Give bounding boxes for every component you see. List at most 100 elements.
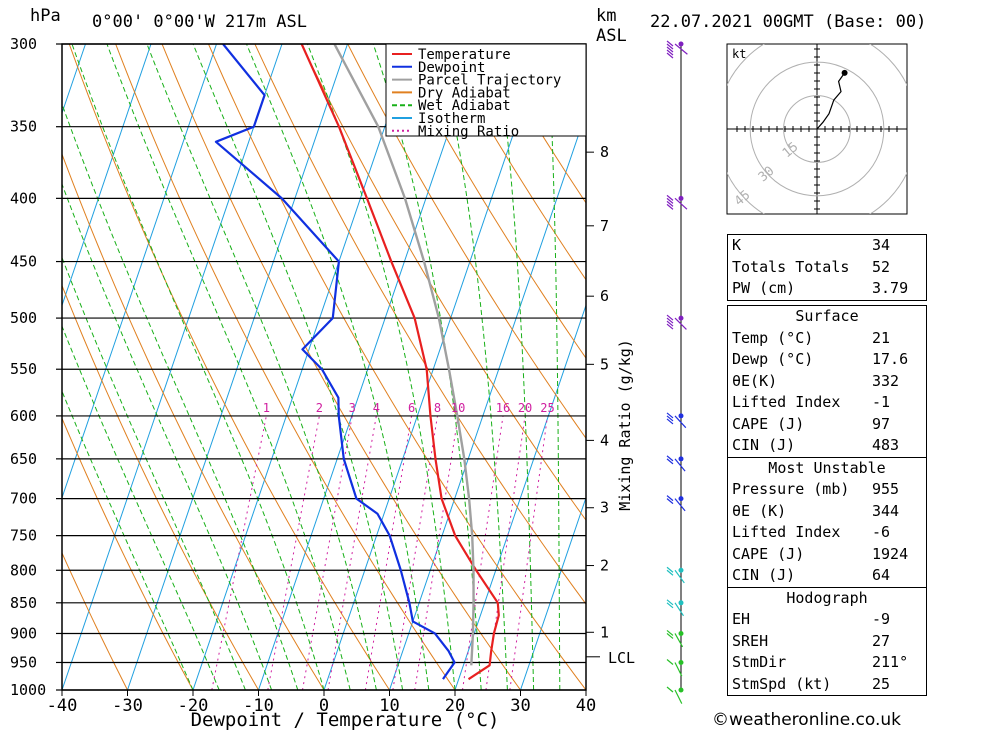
temperature-tick-label: 40	[576, 696, 596, 716]
stmspd-row: StmSpd (kt) 25	[732, 674, 891, 693]
legend-box	[385, 43, 587, 137]
temperature-tick-label: -10	[243, 696, 274, 716]
wet-adiabat-line	[71, 44, 325, 690]
wet-adiabat-line	[437, 44, 508, 690]
temperature-tick-label: -30	[112, 696, 143, 716]
wind-barb-flag	[666, 46, 674, 53]
mixing-ratio-tick-label: 2	[316, 401, 323, 415]
temperature-series-line	[300, 44, 500, 681]
isotherm-line	[258, 44, 479, 690]
wind-barb-flag	[666, 630, 674, 636]
wind-barb-flag	[666, 633, 674, 639]
mu-pressure-row: Pressure (mb) 955	[732, 480, 900, 498]
temperature-tick-label: 10	[379, 696, 399, 716]
km-tick-label: 1	[600, 623, 609, 641]
hpa-unit-label: hPa	[30, 6, 61, 26]
pressure-tick-label: 600	[10, 407, 37, 425]
mu-thetae-row: θE (K) 344	[732, 501, 900, 520]
legend-label: Isotherm	[418, 111, 485, 127]
wind-barb-flag	[666, 412, 674, 419]
pressure-tick-label: 500	[10, 309, 37, 327]
legend-label: Wet Adiabat	[418, 98, 511, 114]
mixing-ratio-tick-label: 4	[373, 401, 380, 415]
wind-level-dot	[678, 687, 684, 693]
wind-barb-flag	[666, 40, 674, 47]
wind-barb-flag	[666, 569, 674, 576]
surface-temp-row: Temp (°C) 21	[732, 328, 891, 347]
surface-thetae-row: θE(K) 332	[732, 371, 900, 390]
wind-level-dot	[678, 567, 684, 573]
pressure-tick-label: 950	[10, 653, 37, 671]
isotherm-line	[192, 44, 414, 690]
dry-adiabat-line	[115, 44, 456, 690]
pw-row: PW (cm) 3.79	[732, 279, 909, 297]
mu-cape-row: CAPE (J) 1924	[732, 544, 909, 563]
mixing-ratio-line	[509, 415, 548, 690]
mixing-ratio-line	[301, 415, 353, 690]
wind-barb-flag	[666, 686, 674, 693]
wind-barb-shaft	[674, 602, 684, 617]
wet-adiabat-line	[146, 44, 377, 690]
legend-label: Dewpoint	[418, 60, 485, 76]
mixing-ratio-line	[211, 415, 267, 690]
wind-barb-shaft	[674, 633, 684, 648]
dry-adiabat-line	[951, 44, 1000, 690]
km-tick-label: 6	[600, 287, 609, 305]
pressure-tick-label: 700	[10, 490, 37, 508]
km-tick-label: 8	[600, 143, 609, 161]
k-index-row: K 34	[732, 236, 891, 254]
pressure-tick-label: 850	[10, 594, 37, 612]
pressure-tick-label: 650	[10, 450, 37, 468]
wind-barb-shaft	[674, 415, 687, 429]
temperature-tick-label: -20	[178, 696, 209, 716]
mixing-ratio-tick-label: 6	[408, 401, 415, 415]
isotherm-line	[323, 44, 545, 690]
wet-adiabat-line	[496, 44, 535, 690]
copyright-link[interactable]: ©weatheronline.co.uk	[712, 710, 902, 730]
wind-barb-flag	[666, 415, 674, 422]
isotherm-line	[520, 496, 586, 690]
km-tick-label: 5	[600, 355, 609, 373]
wind-level-dot	[678, 413, 684, 419]
dry-adiabat-line	[62, 152, 325, 690]
temperature-tick-label: 0	[319, 696, 329, 716]
pressure-tick-label: 300	[10, 35, 37, 53]
wind-level-dot	[678, 195, 684, 201]
wind-barb-shaft	[674, 569, 685, 584]
isotherm-line	[62, 44, 283, 690]
eh-row: EH -9	[732, 610, 891, 628]
surface-lifted-index-row: Lifted Index -1	[732, 393, 891, 411]
surface-cape-row: CAPE (J) 97	[732, 414, 891, 433]
mixing-ratio-tick-label: 16	[496, 401, 510, 415]
wind-level-dot	[678, 456, 684, 462]
hodograph-trace	[816, 72, 846, 130]
pressure-tick-label: 800	[10, 561, 37, 579]
isotherm-line	[62, 44, 217, 500]
wet-adiabat-line	[547, 44, 561, 690]
mixing-ratio-tick-label: 8	[434, 401, 441, 415]
temperature-tick-label: 20	[445, 696, 465, 716]
wind-level-dot	[678, 659, 684, 665]
mixing-ratio-line	[461, 415, 504, 690]
wind-level-dot	[678, 41, 684, 47]
temperature-tick-label: -40	[47, 696, 78, 716]
wind-barb-flag	[666, 52, 674, 59]
pressure-tick-label: 1000	[10, 681, 46, 699]
temperature-tick-label: 30	[510, 696, 530, 716]
parcel-trajectory-series-line	[333, 44, 475, 666]
lcl-label: LCL	[608, 649, 635, 667]
hodograph-endpoint	[841, 69, 848, 76]
wind-barb-shaft	[674, 689, 683, 704]
datetime-label: 22.07.2021 00GMT (Base: 00)	[650, 12, 927, 32]
wind-level-dot	[678, 315, 684, 321]
wind-barb-flag	[666, 659, 674, 665]
km-tick-label: 3	[600, 499, 609, 517]
mixing-ratio-tick-label: 10	[451, 401, 465, 415]
isotherm-line	[454, 303, 586, 690]
dry-adiabat-line	[347, 44, 586, 440]
pressure-tick-label: 900	[10, 624, 37, 642]
pressure-tick-label: 400	[10, 189, 37, 207]
surface-dewp-row: Dewp (°C) 17.6	[732, 350, 909, 368]
wind-barb-flag	[666, 317, 674, 324]
